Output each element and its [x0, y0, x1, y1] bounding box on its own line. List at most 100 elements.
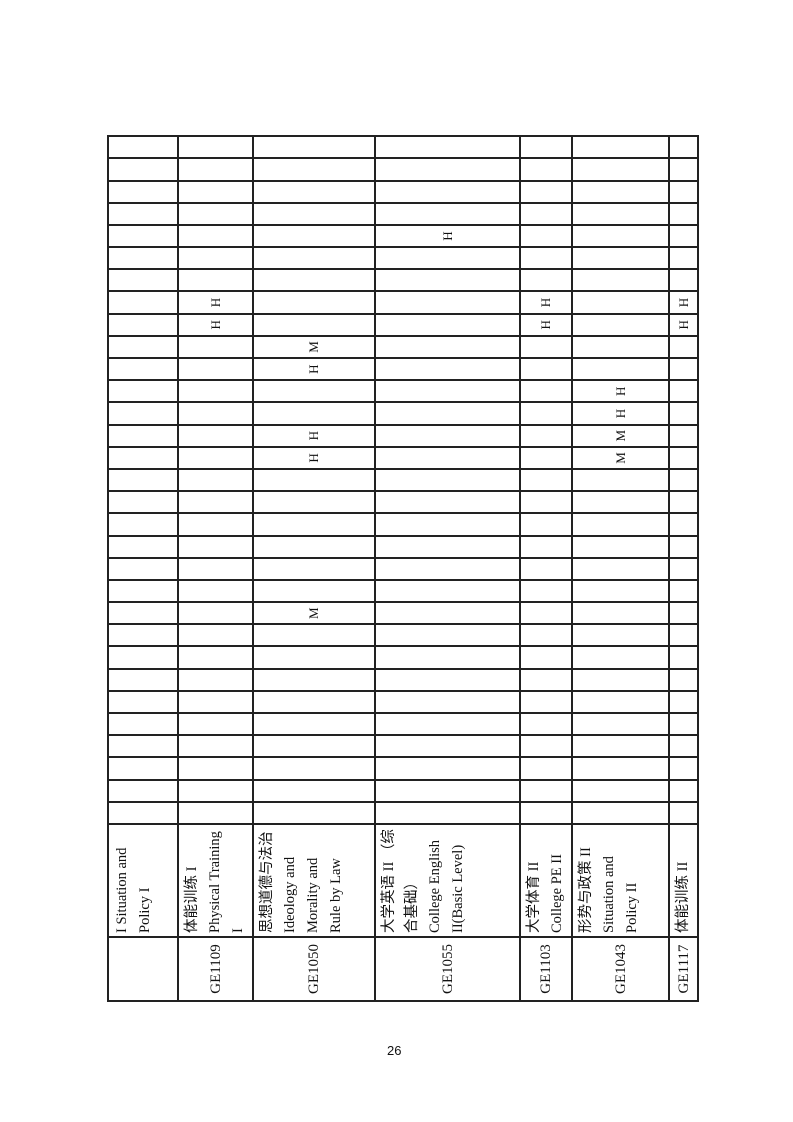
mark-cell [520, 380, 572, 403]
mark-cell: M [572, 424, 669, 447]
mark-cell: M [253, 335, 375, 359]
course-code [108, 937, 178, 1001]
mark-cell [375, 380, 520, 403]
mark-cell [375, 557, 520, 580]
mark-cell: M [253, 602, 375, 625]
mark-cell [572, 335, 669, 359]
mark-cell [572, 180, 669, 203]
mark-cell [375, 579, 520, 603]
mark-cell [375, 624, 520, 647]
mark-cell [108, 136, 178, 159]
mark-cell [572, 469, 669, 492]
mark-cell [375, 757, 520, 780]
mark-cell [253, 801, 375, 824]
mark-cell [669, 668, 698, 691]
mark-cell: H [375, 224, 520, 248]
mark-cell [520, 247, 572, 270]
mark-cell [572, 735, 669, 758]
mark-cell [520, 136, 572, 159]
mark-cell [108, 624, 178, 647]
mark-cell [520, 557, 572, 580]
mark-cell [108, 535, 178, 558]
mark-cell [178, 690, 253, 714]
mark-cell [572, 224, 669, 248]
mark-cell [108, 224, 178, 248]
mark-cell [520, 757, 572, 780]
mark-cell [375, 446, 520, 469]
mark-cell [253, 757, 375, 780]
mark-cell [108, 269, 178, 292]
mark-cell [178, 158, 253, 181]
course-row: GE1117 体能训练 II H H [669, 136, 698, 1001]
mark-cell [572, 291, 669, 314]
mark-cell [375, 513, 520, 536]
mark-cell [669, 735, 698, 758]
mark-cell [375, 269, 520, 292]
course-code: GE1117 [669, 937, 698, 1001]
mark-cell [108, 313, 178, 336]
mark-cell: H [253, 446, 375, 469]
mark-cell [253, 624, 375, 647]
mark-cell [178, 646, 253, 669]
mark-cell [572, 668, 669, 691]
mark-cell [178, 491, 253, 514]
mark-cell [253, 202, 375, 225]
mark-cell [375, 402, 520, 425]
mark-cell [253, 491, 375, 514]
mark-cell [520, 690, 572, 714]
mark-cell [253, 313, 375, 336]
mark-cell [520, 402, 572, 425]
mark-cell [375, 779, 520, 802]
mark-cell [178, 380, 253, 403]
mark-cell [520, 358, 572, 381]
mark-cell [108, 801, 178, 824]
mark-cell [253, 180, 375, 203]
mark-cell [572, 247, 669, 270]
mark-cell [253, 158, 375, 181]
course-code: GE1050 [253, 937, 375, 1001]
mark-cell [520, 424, 572, 447]
mark-cell [253, 779, 375, 802]
mark-cell [375, 535, 520, 558]
mark-cell [572, 690, 669, 714]
mark-cell [375, 424, 520, 447]
mark-cell [178, 624, 253, 647]
course-row: I Situation and Policy I [108, 136, 178, 1001]
course-row: GE1050 思想道德与法治 Ideology and Morality and … [253, 136, 375, 1001]
mark-cell [178, 602, 253, 625]
mark-cell [253, 735, 375, 758]
mark-cell [108, 757, 178, 780]
mark-cell: M [572, 446, 669, 469]
mark-cell [178, 446, 253, 469]
mark-cell [178, 779, 253, 802]
mark-cell [669, 402, 698, 425]
mark-cell [520, 469, 572, 492]
mark-cell [178, 513, 253, 536]
mark-cell [572, 202, 669, 225]
mark-cell [253, 136, 375, 159]
mark-cell [375, 313, 520, 336]
mark-cell [520, 535, 572, 558]
mark-cell [375, 491, 520, 514]
mark-cell [178, 202, 253, 225]
mark-cell [178, 535, 253, 558]
mark-cell [108, 202, 178, 225]
course-code: GE1103 [520, 937, 572, 1001]
mark-cell [669, 202, 698, 225]
mark-cell [520, 180, 572, 203]
mark-cell [253, 579, 375, 603]
mark-cell [669, 690, 698, 714]
mark-cell [178, 247, 253, 270]
course-name: 大学英语 II （综合基础） College English II(Basic … [375, 824, 520, 937]
mark-cell [520, 224, 572, 248]
mark-cell [375, 291, 520, 314]
mark-cell [253, 713, 375, 736]
mark-cell [669, 624, 698, 647]
mark-cell [572, 579, 669, 603]
mark-cell [375, 735, 520, 758]
mark-cell [669, 491, 698, 514]
mark-cell [108, 513, 178, 536]
mark-cell: H [572, 380, 669, 403]
mark-cell [178, 269, 253, 292]
